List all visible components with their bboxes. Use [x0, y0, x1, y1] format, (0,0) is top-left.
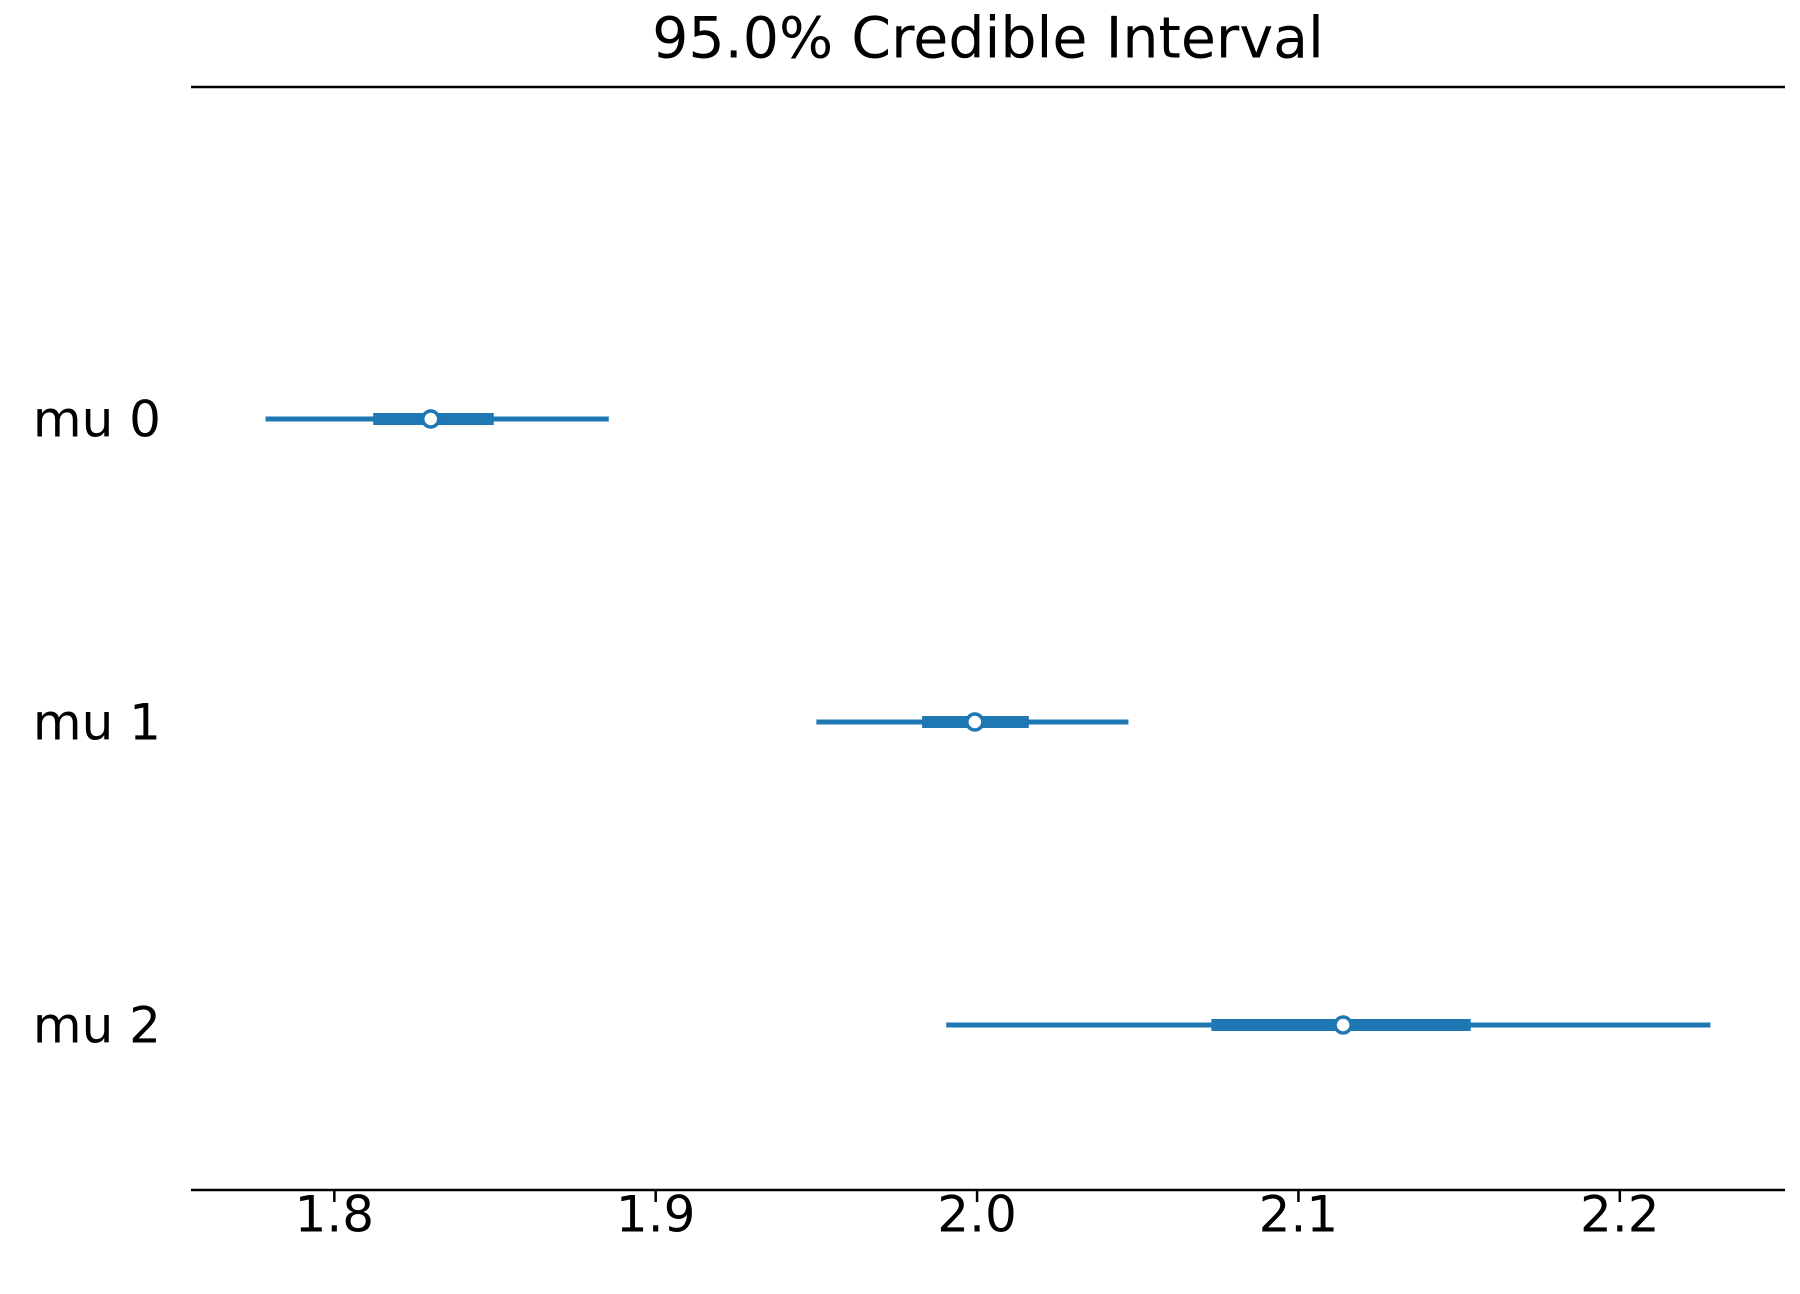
chart-title: 95.0% Credible Interval — [652, 6, 1324, 72]
point-estimate — [1333, 1015, 1353, 1035]
category-label: mu 1 — [33, 694, 161, 752]
point-estimate — [420, 409, 441, 429]
x-tick-label: 2.1 — [1259, 1186, 1339, 1244]
x-tick-label: 1.8 — [295, 1186, 375, 1244]
category-label: mu 2 — [33, 997, 161, 1055]
category-label: mu 0 — [33, 391, 161, 449]
x-tick-label: 2.2 — [1580, 1186, 1660, 1244]
point-estimate — [965, 712, 985, 732]
x-tick-label: 1.9 — [616, 1186, 696, 1244]
x-tick-label: 2.0 — [937, 1186, 1017, 1244]
